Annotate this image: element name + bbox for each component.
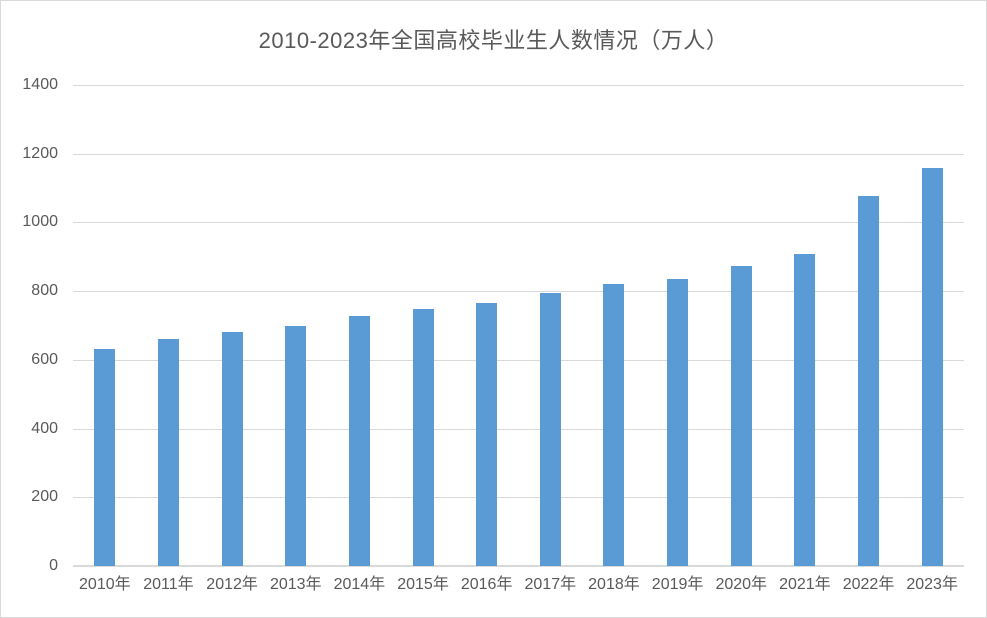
y-axis-tick-label: 0 <box>49 557 58 574</box>
y-axis-tick-label: 200 <box>31 488 58 506</box>
bar <box>539 292 561 566</box>
bar <box>730 265 752 566</box>
x-axis-tick-label: 2021年 <box>779 576 831 593</box>
y-axis-tick-label: 1400 <box>22 76 58 93</box>
gridline <box>73 291 964 293</box>
y-axis-tick-label: 1200 <box>22 144 58 162</box>
x-axis-tick-label: 2023年 <box>906 576 958 593</box>
bar <box>476 303 498 566</box>
gridline <box>73 222 964 224</box>
x-axis-tick-label: 2020年 <box>715 576 768 593</box>
gridline <box>73 428 964 430</box>
x-axis-tick-label: 2019年 <box>651 576 704 593</box>
x-axis-line <box>73 565 964 567</box>
bar <box>157 339 179 566</box>
gridline <box>73 153 964 155</box>
x-axis-tick-label: 2015年 <box>397 576 449 593</box>
bar <box>794 253 816 566</box>
gridline <box>73 85 964 86</box>
bar <box>221 332 243 566</box>
bar <box>667 279 689 566</box>
y-axis-tick-label: 1000 <box>22 213 58 231</box>
gridline <box>73 497 964 499</box>
bar <box>348 316 370 566</box>
x-axis-tick-label: 2014年 <box>333 576 386 593</box>
bar <box>94 349 116 566</box>
x-axis-tick-label: 2013年 <box>269 576 322 593</box>
bar <box>921 168 943 566</box>
x-axis-tick-label: 2012年 <box>206 576 258 593</box>
bar <box>603 284 625 566</box>
bar <box>412 308 434 566</box>
bar <box>858 196 880 566</box>
x-axis-tick-label: 2010年 <box>79 576 131 593</box>
x-axis-tick-label: 2022年 <box>842 576 895 593</box>
y-axis-tick-label: 400 <box>31 419 58 437</box>
chart-title: 2010-2023年全国高校毕业生人数情况（万人） <box>258 28 729 53</box>
x-axis-tick-label: 2017年 <box>524 576 577 593</box>
y-axis-tick-label: 800 <box>31 282 58 300</box>
bar <box>285 325 307 566</box>
y-axis-tick-label: 600 <box>31 350 58 368</box>
gridline <box>73 359 964 361</box>
x-axis-tick-label: 2018年 <box>588 576 640 593</box>
x-axis-tick-label: 2011年 <box>143 576 194 593</box>
x-axis-tick-label: 2016年 <box>460 576 513 593</box>
